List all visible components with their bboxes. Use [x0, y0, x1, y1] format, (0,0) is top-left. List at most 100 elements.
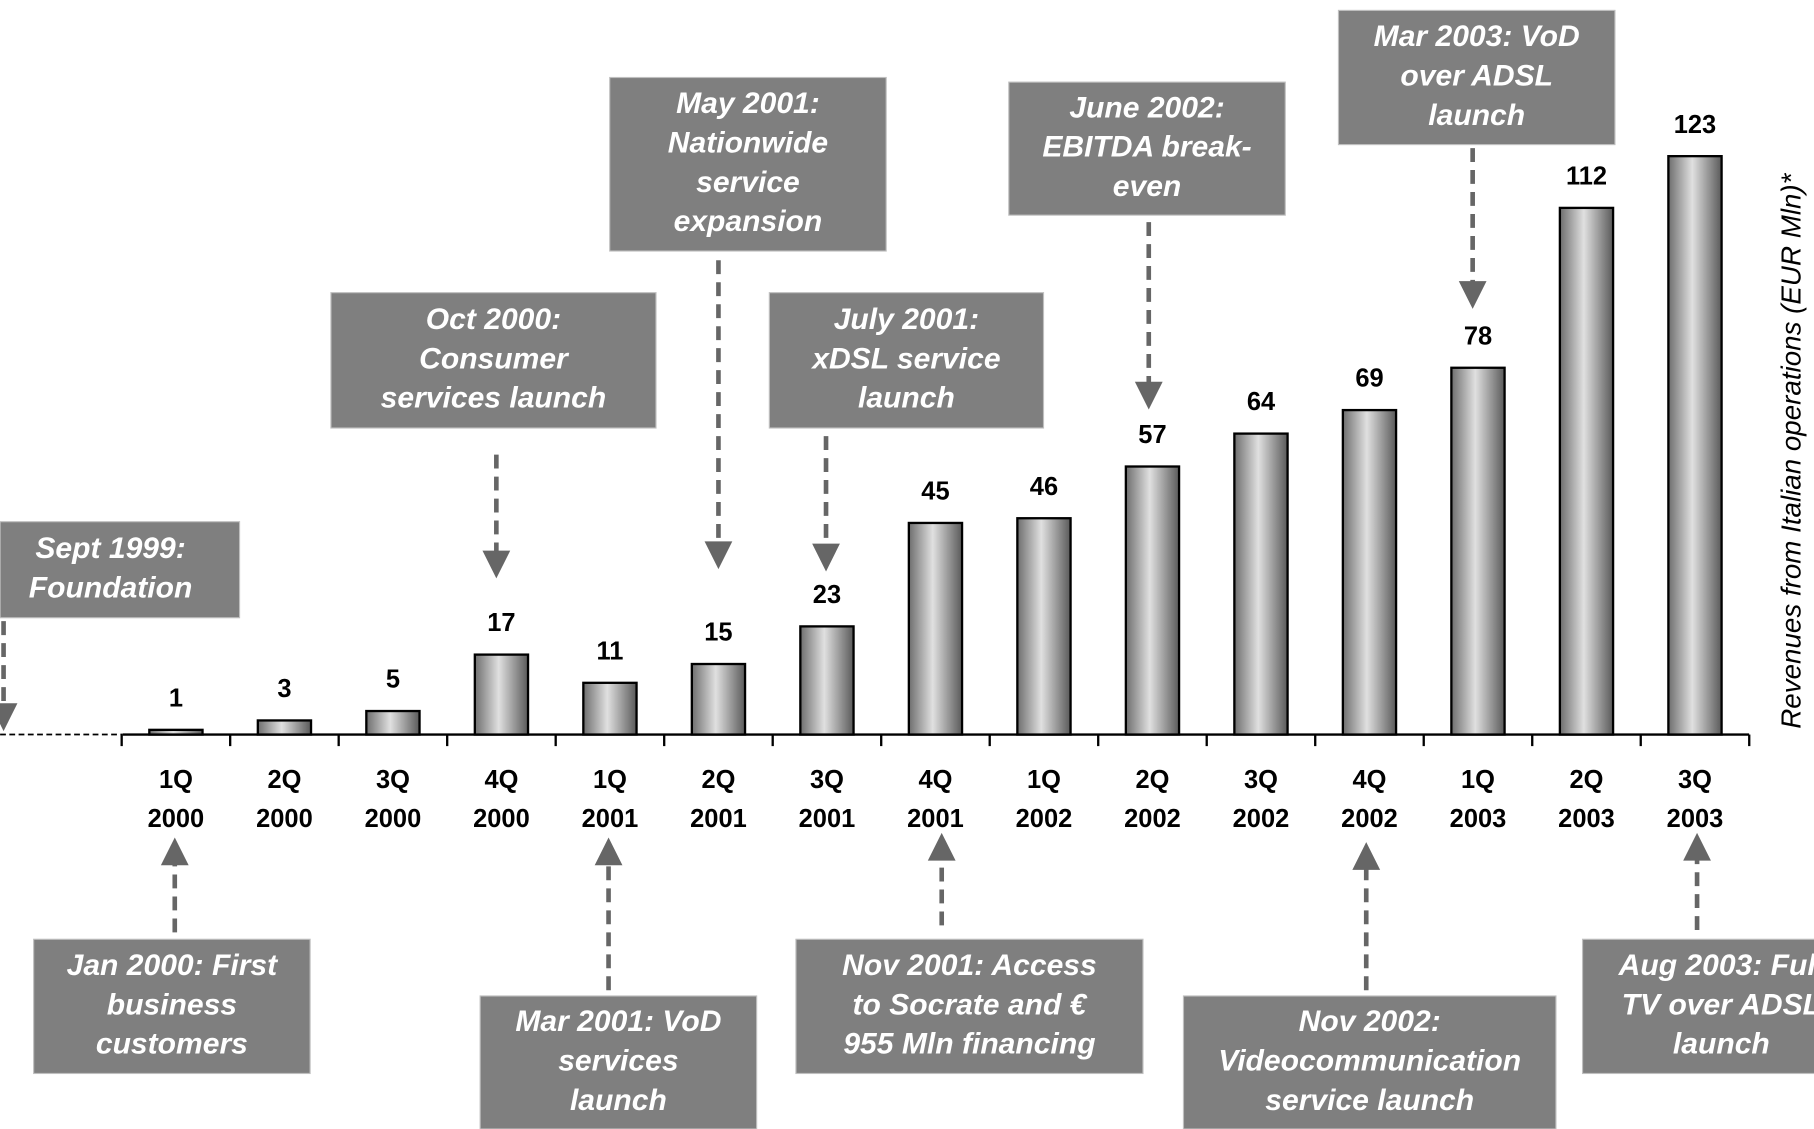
annotation-box: [609, 76, 887, 252]
x-tick-label-line: 2002: [1341, 805, 1398, 833]
x-tick-label-line: 3Q: [1678, 766, 1712, 794]
value-label: 112: [1566, 163, 1607, 191]
bar: [256, 719, 313, 736]
x-tick-label-line: 4Q: [1353, 766, 1387, 794]
annotation-text: TV over ADSL: [1622, 988, 1814, 1021]
annotation-text: over ADSL: [1400, 59, 1553, 92]
annotation-text: to Socrate and €: [853, 988, 1088, 1021]
annotation-text: expansion: [674, 205, 823, 238]
annotation-text: 955 Mln financing: [843, 1028, 1095, 1061]
bar: [907, 521, 964, 736]
x-tick-label-line: 2Q: [1135, 766, 1169, 794]
value-label: 1: [169, 684, 183, 712]
annotation-arrowhead: [1134, 381, 1163, 410]
annotation-text: Aug 2003: Full: [1618, 949, 1814, 982]
annotation-arrowhead: [1683, 832, 1711, 861]
x-tick-label-line: 3Q: [1244, 766, 1278, 794]
annotation-box: [33, 938, 311, 1075]
bar: [1558, 206, 1615, 736]
annotation-text: services: [558, 1044, 678, 1077]
annotation-text: Consumer: [419, 342, 570, 375]
annotation-text: even: [1113, 170, 1182, 203]
x-tick-label-line: 2000: [148, 805, 205, 833]
value-label: 5: [386, 666, 400, 694]
annotation-text: launch: [570, 1084, 667, 1117]
x-tick-label-line: 2000: [473, 805, 530, 833]
x-tick-label-line: 3Q: [810, 766, 844, 794]
annotation-text: Videocommunication: [1218, 1044, 1521, 1077]
value-label: 46: [1030, 473, 1058, 501]
bar: [1233, 432, 1289, 736]
value-label: 78: [1464, 322, 1492, 350]
value-label: 69: [1355, 365, 1383, 393]
annotation-text: launch: [1673, 1028, 1770, 1061]
annotation-text: service: [696, 166, 800, 199]
x-tick-label-line: 1Q: [593, 766, 627, 794]
value-label: 15: [704, 619, 732, 647]
bar: [365, 709, 421, 736]
value-label: 17: [487, 609, 515, 637]
annotation-text: July 2001:: [834, 303, 979, 336]
annotation-arrowhead: [812, 543, 840, 572]
annotation-text: Jan 2000: First: [67, 949, 280, 982]
x-tick-label: 4Q 2000: [473, 766, 530, 833]
x-tick-label: 1Q 2000: [148, 766, 205, 833]
annotation-text: launch: [1428, 99, 1525, 132]
value-label: 23: [813, 581, 841, 609]
annotation-box: [1182, 995, 1557, 1129]
x-tick-label-line: 1Q: [159, 766, 193, 794]
x-tick-label-line: 2002: [1016, 805, 1073, 833]
x-tick-label-line: 2003: [1558, 805, 1615, 833]
x-tick-label: 1Q 2002: [1016, 766, 1073, 833]
x-tick-label-line: 2001: [907, 805, 964, 833]
annotation-text: May 2001:: [676, 87, 820, 120]
annotation-text: service launch: [1265, 1084, 1474, 1117]
bar: [1341, 408, 1398, 736]
x-tick-label-line: 2001: [582, 805, 639, 833]
annotation-arrowhead: [594, 837, 623, 866]
x-tick-label: 3Q 2002: [1233, 766, 1290, 833]
value-label: 45: [921, 478, 949, 506]
annotation-box: [479, 995, 758, 1129]
x-tick-label: 4Q 2001: [907, 766, 964, 833]
annotation-arrowhead: [482, 550, 511, 579]
annotation-text: Mar 2001: VoD: [515, 1005, 721, 1038]
x-tick-label-line: 2001: [799, 805, 856, 833]
x-tick-label-line: 4Q: [918, 766, 952, 794]
x-tick-label: 2Q 2000: [256, 766, 313, 833]
x-tick-label-line: 1Q: [1461, 766, 1495, 794]
x-tick-label: 1Q 2001: [582, 766, 639, 833]
annotation-text: xDSL service: [810, 342, 1000, 375]
annotation-text: Nationwide: [668, 127, 828, 160]
annotation-text: business: [107, 988, 237, 1021]
bar: [1016, 517, 1072, 736]
annotation-text: services launch: [381, 382, 607, 415]
bar: [148, 728, 204, 736]
x-tick-label-line: 2001: [690, 805, 747, 833]
annotation-text: EBITDA break-: [1042, 131, 1251, 164]
annotation-box: [1337, 9, 1616, 146]
y-axis-label: Revenues from Italian operations (EUR Ml…: [1775, 172, 1806, 728]
annotation-box: [795, 938, 1144, 1075]
annotation-text: Mar 2003: VoD: [1374, 20, 1580, 53]
x-tick-label: 2Q 2002: [1124, 766, 1181, 833]
x-tick-label-line: 4Q: [484, 766, 518, 794]
annotation-arrowhead: [1458, 281, 1487, 309]
bar: [799, 625, 855, 736]
annotation-text: customers: [96, 1028, 248, 1061]
annotation-text: Nov 2001: Access: [842, 949, 1097, 982]
x-tick-label: 3Q 2003: [1667, 766, 1724, 833]
x-tick-label: 3Q 2000: [365, 766, 422, 833]
x-tick-label-line: 1Q: [1027, 766, 1061, 794]
x-tick-label-line: 2000: [365, 805, 422, 833]
annotation-text: Oct 2000:: [426, 303, 561, 336]
bar: [1124, 465, 1181, 736]
x-tick-label-line: 2003: [1667, 805, 1724, 833]
annotation-arrowhead: [160, 837, 189, 866]
x-tick-label-line: 2002: [1233, 805, 1290, 833]
value-label: 57: [1138, 421, 1166, 449]
x-tick-label: 4Q 2002: [1341, 766, 1398, 833]
x-tick-label: 2Q 2003: [1558, 766, 1615, 833]
x-tick-label-line: 2Q: [701, 766, 735, 794]
